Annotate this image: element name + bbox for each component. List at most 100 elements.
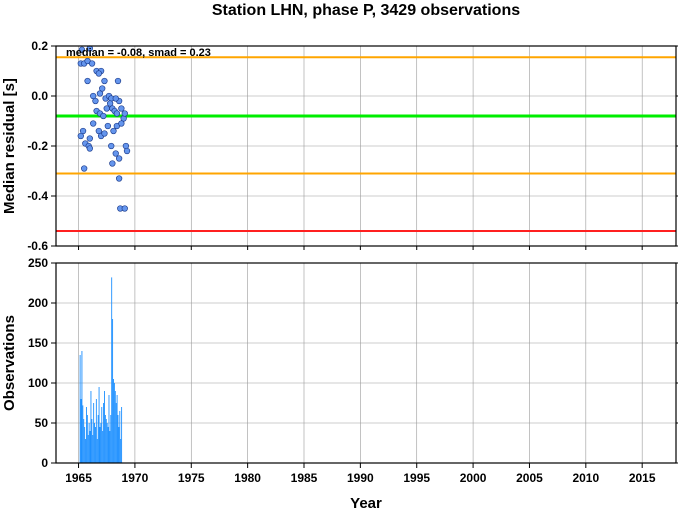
residual-point-50 bbox=[123, 147, 131, 155]
observation-bar-32 bbox=[108, 395, 110, 463]
observations-xtick-label-4: 1985 bbox=[291, 471, 318, 485]
residual-point-30 bbox=[121, 110, 128, 117]
residual-point-28 bbox=[118, 105, 125, 112]
observation-bar-15 bbox=[93, 403, 95, 463]
observation-bar-28 bbox=[104, 415, 106, 463]
residual-point-13 bbox=[92, 97, 99, 105]
residual-point-0 bbox=[78, 46, 86, 53]
residual-point-52 bbox=[81, 165, 88, 172]
observation-bar-16 bbox=[94, 423, 96, 463]
observation-bar-37 bbox=[113, 379, 114, 463]
observation-bar-41 bbox=[116, 395, 118, 463]
residual-point-15 bbox=[99, 85, 106, 92]
residual-point-9 bbox=[95, 70, 102, 77]
observations-xtick-label-6: 1995 bbox=[403, 471, 430, 485]
observation-bar-2 bbox=[81, 351, 83, 463]
residual-point-33 bbox=[77, 132, 84, 140]
observations-ytick-label-2: 100 bbox=[28, 376, 48, 390]
observations-xtick-label-0: 1965 bbox=[65, 471, 92, 485]
residual-point-42 bbox=[90, 120, 97, 127]
observation-bar-45 bbox=[120, 439, 122, 463]
observations-xtick-label-2: 1975 bbox=[178, 471, 205, 485]
residual-grid bbox=[56, 45, 676, 247]
observations-bars bbox=[79, 277, 123, 463]
residual-points bbox=[77, 45, 131, 212]
residual-point-14 bbox=[96, 90, 104, 97]
residual-point-37 bbox=[101, 130, 108, 137]
residual-point-34 bbox=[86, 135, 93, 142]
residual-point-55 bbox=[121, 205, 128, 212]
residual-ytick-label-1: 0.0 bbox=[31, 89, 48, 103]
observation-bar-39 bbox=[114, 391, 116, 463]
residual-point-32 bbox=[79, 127, 87, 135]
observation-bar-5 bbox=[84, 427, 86, 463]
observations-panel: 0 50 100 150 200 250 1965 1970 1975 1980 1985 1990… bbox=[1, 256, 678, 511]
observation-bar-36 bbox=[112, 319, 114, 463]
observations-ytick-label-0: 0 bbox=[41, 456, 48, 470]
observations-ytick-label-5: 250 bbox=[28, 256, 48, 270]
observation-bar-29 bbox=[105, 419, 107, 463]
observations-xtick-label-8: 2005 bbox=[516, 471, 543, 485]
residual-point-47 bbox=[115, 155, 123, 162]
observation-bar-24 bbox=[101, 407, 103, 463]
residual-point-21 bbox=[100, 112, 107, 120]
residual-point-31 bbox=[112, 95, 119, 102]
observation-bar-26 bbox=[103, 403, 105, 463]
observation-bar-27 bbox=[104, 391, 105, 463]
observation-bar-35 bbox=[111, 277, 113, 463]
observation-bar-3 bbox=[82, 405, 84, 463]
chart-title: Station LHN, phase P, 3429 observations bbox=[212, 2, 520, 19]
observation-bar-20 bbox=[97, 415, 99, 463]
residual-x-ticks bbox=[78, 246, 643, 250]
residual-point-23 bbox=[106, 100, 114, 107]
residual-ytick-label-4: -0.6 bbox=[27, 239, 48, 253]
observation-bar-44 bbox=[119, 411, 121, 463]
observation-bar-22 bbox=[99, 427, 101, 463]
observation-bar-21 bbox=[98, 387, 100, 463]
year-x-axis-label: Year bbox=[350, 495, 382, 511]
observations-xtick-label-7: 2000 bbox=[460, 471, 487, 485]
observation-bar-10 bbox=[88, 423, 90, 463]
residual-point-11 bbox=[114, 77, 122, 85]
observations-xtick-label-10: 2015 bbox=[629, 471, 656, 485]
residual-point-46 bbox=[108, 142, 115, 150]
observations-y-axis-label: Observations bbox=[1, 315, 18, 411]
residual-ytick-label-3: -0.4 bbox=[27, 189, 48, 203]
residual-ytick-label-0: 0.2 bbox=[31, 39, 48, 53]
residual-point-53 bbox=[115, 175, 123, 182]
residual-point-39 bbox=[110, 127, 117, 135]
residual-point-6 bbox=[84, 77, 91, 85]
observation-bar-4 bbox=[83, 419, 85, 463]
observation-bar-6 bbox=[85, 439, 86, 463]
residual-point-35 bbox=[95, 127, 102, 135]
observation-bar-12 bbox=[90, 391, 92, 463]
observations-xtick-label-3: 1980 bbox=[234, 471, 261, 485]
observation-bar-1 bbox=[80, 399, 82, 463]
residual-point-51 bbox=[109, 160, 116, 167]
observation-bar-13 bbox=[91, 419, 93, 463]
observation-bar-31 bbox=[107, 427, 109, 463]
residual-point-22 bbox=[103, 105, 110, 112]
observation-bar-23 bbox=[100, 423, 102, 463]
residual-point-49 bbox=[122, 142, 130, 150]
observations-ytick-label-4: 200 bbox=[28, 296, 48, 310]
observations-xtick-label-9: 2010 bbox=[572, 471, 599, 485]
observation-bar-17 bbox=[95, 427, 96, 463]
residual-point-12 bbox=[90, 92, 97, 100]
residual-point-5 bbox=[88, 60, 96, 67]
observation-bar-40 bbox=[115, 403, 117, 463]
residual-point-41 bbox=[118, 120, 125, 127]
residual-y-ticks: 0.2 0.0 -0.2 -0.4 -0.6 bbox=[27, 39, 678, 253]
observation-bar-34 bbox=[110, 415, 112, 463]
residual-y-axis-label: Median residual [s] bbox=[1, 78, 18, 214]
residual-point-45 bbox=[86, 145, 93, 152]
observations-plot-frame bbox=[55, 262, 677, 464]
observation-bar-18 bbox=[95, 399, 97, 463]
residual-point-10 bbox=[101, 77, 108, 85]
observations-xtick-label-5: 1990 bbox=[347, 471, 374, 485]
observation-bar-11 bbox=[89, 431, 91, 463]
observations-grid bbox=[56, 262, 676, 464]
observations-xtick-label-1: 1970 bbox=[122, 471, 149, 485]
residual-point-26 bbox=[113, 110, 121, 117]
observations-ytick-label-1: 50 bbox=[35, 416, 49, 430]
